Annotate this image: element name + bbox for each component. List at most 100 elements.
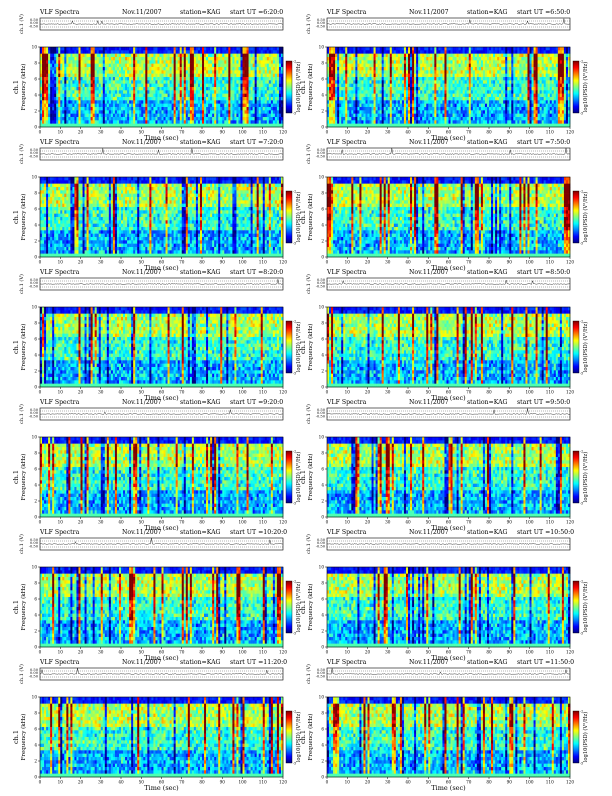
spectrogram-cell xyxy=(370,74,372,78)
spectrogram-cell xyxy=(511,70,513,74)
spectrogram-cell xyxy=(62,67,64,71)
spectrogram-cell xyxy=(159,87,161,91)
spectrogram-cell xyxy=(74,97,76,101)
spectrogram-cell xyxy=(85,120,87,124)
spectrogram-cell xyxy=(402,47,404,51)
spectrogram-cell xyxy=(247,117,249,121)
spectrogram-cell xyxy=(66,54,68,58)
spectrogram-cell xyxy=(396,80,398,84)
spectrogram-cell xyxy=(465,97,467,101)
spectrogram-cell xyxy=(359,67,361,71)
spectrogram-cell xyxy=(536,57,538,61)
spectrogram-cell xyxy=(105,87,107,91)
spectrogram-cell xyxy=(396,94,398,98)
spectrogram-cell xyxy=(176,47,178,51)
spectrogram-cell xyxy=(54,110,56,114)
spectrogram-cell xyxy=(542,97,544,101)
spectrogram-cell xyxy=(48,84,50,88)
spectrogram-cell xyxy=(453,94,455,98)
spectrogram-cell xyxy=(410,50,412,54)
spectrogram-cell xyxy=(505,80,507,84)
spectrogram-cell xyxy=(236,64,238,68)
spectrogram-cell xyxy=(83,70,85,74)
spectrogram-cell xyxy=(327,90,329,94)
spectrogram-cell xyxy=(459,54,461,58)
spectrogram-cell xyxy=(72,100,74,104)
spectrogram-cell xyxy=(226,100,228,104)
spectrogram-cell xyxy=(471,84,473,88)
spectrogram-cell xyxy=(382,100,384,104)
spectrogram-cell xyxy=(139,87,141,91)
spectrogram-cell xyxy=(489,64,491,68)
spectrogram-cell xyxy=(200,74,202,78)
spectrogram-cell xyxy=(44,120,46,124)
spectrogram-cell xyxy=(155,70,157,74)
spectrogram-cell xyxy=(257,120,259,124)
spectrogram-cell xyxy=(493,80,495,84)
y-axis-label: Frequency (kHz) xyxy=(20,64,27,111)
spectrogram-cell xyxy=(329,50,331,54)
spectrogram-cell xyxy=(200,50,202,54)
spectrogram-cell xyxy=(406,54,408,58)
spectrogram-cell xyxy=(206,100,208,104)
spectrogram-cell xyxy=(505,47,507,51)
spectrogram-cell xyxy=(188,84,190,88)
spectrogram-cell xyxy=(406,74,408,78)
spectrogram-cell xyxy=(275,50,277,54)
spectrogram-cell xyxy=(446,84,448,88)
spectrogram-cell xyxy=(87,57,89,61)
spectrogram-cell xyxy=(240,107,242,111)
spectrogram-cell xyxy=(343,87,345,91)
spectrogram-cell xyxy=(147,104,149,108)
spectrogram-cell xyxy=(499,80,501,84)
spectrogram-cell xyxy=(115,70,117,74)
spectrogram-cell xyxy=(70,67,72,71)
spectrogram-cell xyxy=(147,110,149,114)
x-tick-label: 120 xyxy=(279,130,287,135)
spectrogram-cell xyxy=(564,84,566,88)
spectrogram-cell xyxy=(149,74,151,78)
spectrogram-cell xyxy=(76,107,78,111)
spectrogram-cell xyxy=(530,60,532,64)
spectrogram-cell xyxy=(442,100,444,104)
spectrogram-cell xyxy=(449,94,451,98)
spectrogram-cell xyxy=(550,47,552,51)
spectrogram-cell xyxy=(216,67,218,71)
spectrogram-cell xyxy=(372,60,374,64)
spectrogram-cell xyxy=(174,67,176,71)
spectrogram-cell xyxy=(85,67,87,71)
spectrogram-cell xyxy=(50,50,52,54)
spectrogram-cell xyxy=(66,64,68,68)
spectrogram-cell xyxy=(238,60,240,64)
spectrogram-cell xyxy=(151,80,153,84)
spectrogram-cell xyxy=(469,100,471,104)
spectrogram-cell xyxy=(139,110,141,114)
spectrogram-cell xyxy=(388,84,390,88)
spectrogram-cell xyxy=(515,94,517,98)
spectrogram-cell xyxy=(351,70,353,74)
spectrogram-cell xyxy=(200,107,202,111)
spectrogram-cell xyxy=(141,90,143,94)
spectrogram-cell xyxy=(357,47,359,51)
spectrogram-cell xyxy=(214,74,216,78)
spectrogram-cell xyxy=(335,84,337,88)
spectrogram-cell xyxy=(218,117,220,121)
spectrogram-cell xyxy=(40,100,42,104)
spectrogram-cell xyxy=(190,47,192,51)
spectrogram-cell xyxy=(368,60,370,64)
spectrogram-cell xyxy=(48,47,50,51)
spectrogram-cell xyxy=(218,50,220,54)
spectrogram-cell xyxy=(432,47,434,51)
spectrogram-cell xyxy=(99,117,101,121)
spectrogram-cell xyxy=(438,67,440,71)
spectrogram-cell xyxy=(174,84,176,88)
spectrogram-cell xyxy=(182,77,184,81)
spectrogram-cell xyxy=(170,87,172,91)
spectrogram-cell xyxy=(501,67,503,71)
spectrogram-cell xyxy=(178,87,180,91)
spectrogram-cell xyxy=(196,90,198,94)
spectrogram-cell xyxy=(83,90,85,94)
spectrogram-cell xyxy=(216,107,218,111)
spectrogram-cell xyxy=(178,50,180,54)
spectrogram-cell xyxy=(125,87,127,91)
